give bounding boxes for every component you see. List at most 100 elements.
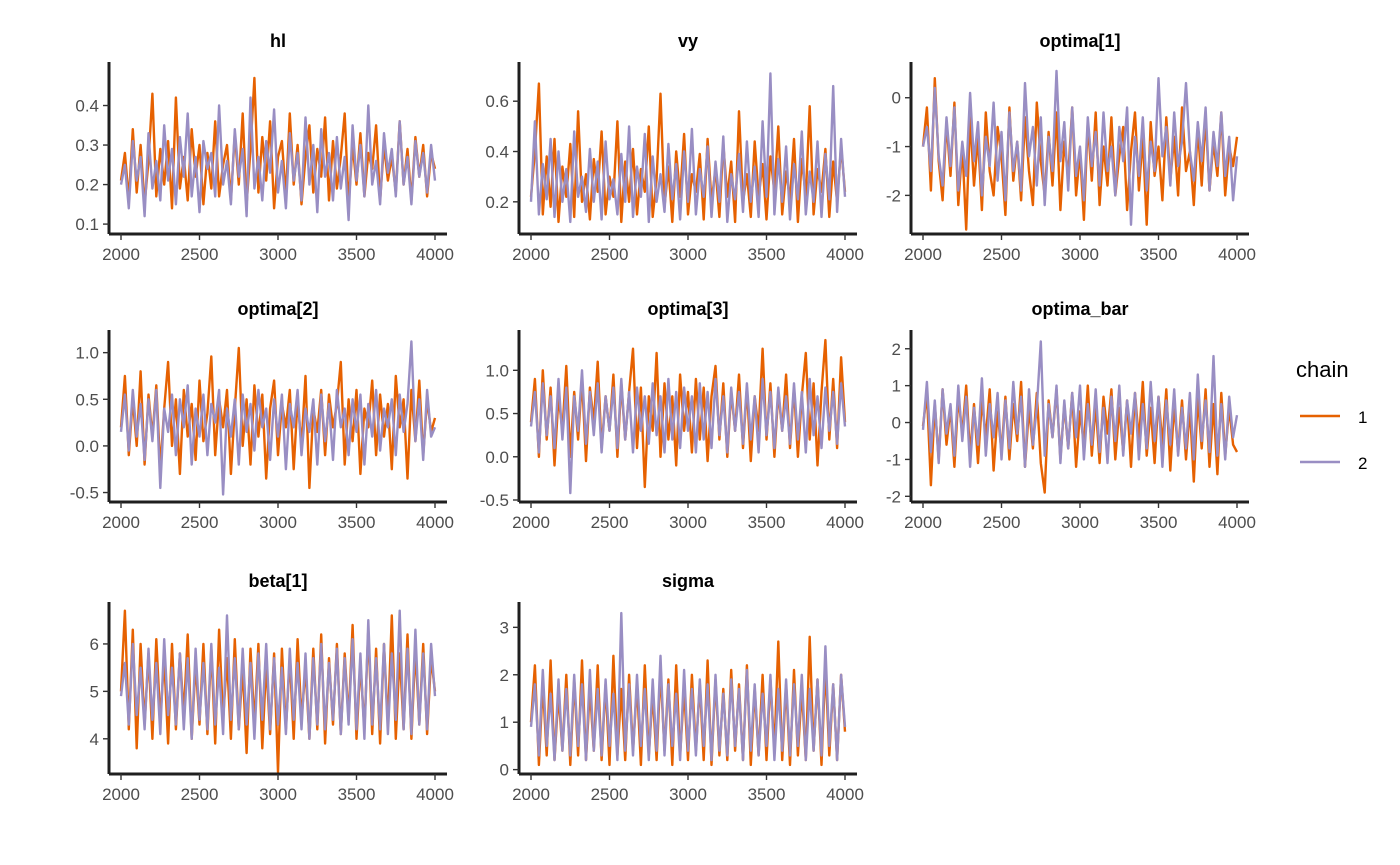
y-tick-label: 3 bbox=[500, 618, 509, 637]
trace-line-chain-2 bbox=[529, 611, 847, 762]
x-tick-label: 4000 bbox=[416, 245, 454, 264]
x-tick-label: 2500 bbox=[181, 245, 219, 264]
x-tick-label: 2500 bbox=[591, 245, 629, 264]
x-tick-label: 2500 bbox=[983, 513, 1021, 532]
panel-optima-1: optima[1] -2 -1 0 2000 2500 3000 3500 4000 bbox=[886, 31, 1256, 264]
x-tick-label: 2000 bbox=[512, 245, 550, 264]
x-tick-label: 4000 bbox=[416, 513, 454, 532]
y-tick-label: 0 bbox=[892, 414, 901, 433]
x-tick-label: 4000 bbox=[416, 785, 454, 804]
y-tick-label: 0 bbox=[892, 89, 901, 108]
trace-line-chain-2 bbox=[119, 340, 437, 496]
x-tick-label: 3500 bbox=[1140, 513, 1178, 532]
legend-label-chain-1: 1 bbox=[1358, 408, 1367, 427]
trace-line-chain-1 bbox=[119, 609, 437, 774]
x-tick-label: 3000 bbox=[669, 245, 707, 264]
x-tick-label: 2000 bbox=[102, 785, 140, 804]
x-tick-label: 2000 bbox=[102, 245, 140, 264]
y-tick-label: 0.4 bbox=[75, 97, 99, 116]
x-tick-label: 2500 bbox=[983, 245, 1021, 264]
y-tick-label: 0.1 bbox=[75, 215, 99, 234]
y-tick-label: -1 bbox=[886, 138, 901, 157]
trace-line-chain-2 bbox=[119, 96, 437, 222]
x-tick-label: 3000 bbox=[259, 513, 297, 532]
y-tick-label: 1 bbox=[892, 377, 901, 396]
x-tick-label: 2500 bbox=[181, 785, 219, 804]
trace-line-chain-2 bbox=[529, 369, 847, 495]
trace-line-chain-2 bbox=[921, 340, 1239, 468]
x-tick-label: 3500 bbox=[748, 785, 786, 804]
x-tick-label: 3500 bbox=[338, 245, 376, 264]
x-tick-label: 4000 bbox=[826, 513, 864, 532]
y-tick-label: -1 bbox=[886, 450, 901, 469]
panel-title: vy bbox=[678, 31, 698, 51]
panel-title: beta[1] bbox=[248, 571, 307, 591]
x-tick-label: 3500 bbox=[1140, 245, 1178, 264]
y-tick-label: 0.2 bbox=[75, 176, 99, 195]
y-tick-label: 0.0 bbox=[485, 448, 509, 467]
trace-line-chain-2 bbox=[921, 69, 1239, 226]
x-tick-label: 2000 bbox=[102, 513, 140, 532]
y-tick-label: -2 bbox=[886, 487, 901, 506]
x-tick-label: 2000 bbox=[512, 785, 550, 804]
chain-legend: chain 1 2 bbox=[1296, 357, 1367, 473]
x-tick-label: 3000 bbox=[669, 785, 707, 804]
x-tick-label: 2000 bbox=[904, 513, 942, 532]
trace-line-chain-1 bbox=[119, 346, 437, 490]
panel-beta-1: beta[1] 4 5 6 2000 2500 3000 3500 4000 bbox=[90, 571, 454, 804]
x-tick-label: 4000 bbox=[1218, 245, 1256, 264]
x-tick-label: 3000 bbox=[259, 785, 297, 804]
panel-title: sigma bbox=[662, 571, 715, 591]
y-tick-label: 0 bbox=[500, 761, 509, 780]
y-tick-label: 2 bbox=[500, 666, 509, 685]
panel-title: optima[3] bbox=[648, 299, 729, 319]
panel-title: optima[1] bbox=[1040, 31, 1121, 51]
y-tick-label: 1 bbox=[500, 713, 509, 732]
x-tick-label: 4000 bbox=[1218, 513, 1256, 532]
x-tick-label: 2500 bbox=[181, 513, 219, 532]
x-tick-label: 4000 bbox=[826, 245, 864, 264]
x-tick-label: 3500 bbox=[748, 513, 786, 532]
y-tick-label: -0.5 bbox=[480, 491, 509, 510]
y-tick-label: -0.5 bbox=[70, 484, 99, 503]
panel-optima-2: optima[2] -0.5 0.0 0.5 1.0 2000 2500 3000 3500 40… bbox=[70, 299, 454, 532]
x-tick-label: 3000 bbox=[669, 513, 707, 532]
x-tick-label: 2500 bbox=[591, 513, 629, 532]
x-tick-label: 3000 bbox=[1061, 513, 1099, 532]
x-tick-label: 2000 bbox=[512, 513, 550, 532]
panel-optima-3: optima[3] -0.5 0.0 0.5 1.0 2000 2500 3000 3500 40… bbox=[480, 299, 864, 532]
y-tick-label: 0.3 bbox=[75, 136, 99, 155]
legend-title: chain bbox=[1296, 357, 1349, 382]
panel-sigma: sigma 0 1 2 3 2000 2500 3000 3500 4000 bbox=[500, 571, 864, 804]
legend-label-chain-2: 2 bbox=[1358, 454, 1367, 473]
y-tick-label: 0.5 bbox=[485, 405, 509, 424]
trace-line-chain-2 bbox=[529, 72, 847, 224]
y-tick-label: 0.0 bbox=[75, 437, 99, 456]
y-tick-label: -2 bbox=[886, 186, 901, 205]
y-tick-label: 2 bbox=[892, 340, 901, 359]
y-tick-label: 1.0 bbox=[485, 361, 509, 380]
x-tick-label: 2000 bbox=[904, 245, 942, 264]
panel-title: hl bbox=[270, 31, 286, 51]
y-tick-label: 0.6 bbox=[485, 92, 509, 111]
x-tick-label: 3500 bbox=[338, 513, 376, 532]
panel-title: optima[2] bbox=[238, 299, 319, 319]
x-tick-label: 2500 bbox=[591, 785, 629, 804]
x-tick-label: 3500 bbox=[748, 245, 786, 264]
y-tick-label: 0.2 bbox=[485, 193, 509, 212]
y-tick-label: 0.4 bbox=[485, 143, 509, 162]
y-tick-label: 6 bbox=[90, 635, 99, 654]
x-tick-label: 4000 bbox=[826, 785, 864, 804]
y-tick-label: 5 bbox=[90, 682, 99, 701]
x-tick-label: 3000 bbox=[1061, 245, 1099, 264]
y-tick-label: 1.0 bbox=[75, 344, 99, 363]
trace-line-chain-2 bbox=[119, 609, 437, 740]
y-tick-label: 4 bbox=[90, 730, 99, 749]
x-tick-label: 3500 bbox=[338, 785, 376, 804]
panel-optima-bar: optima_bar -2 -1 0 1 2 2000 2500 3000 3500 4000 bbox=[886, 299, 1256, 532]
y-tick-label: 0.5 bbox=[75, 390, 99, 409]
panel-hl: hl 0.1 0.2 0.3 0.4 2000 2500 3000 3500 4000 bbox=[75, 31, 454, 264]
x-tick-label: 3000 bbox=[259, 245, 297, 264]
